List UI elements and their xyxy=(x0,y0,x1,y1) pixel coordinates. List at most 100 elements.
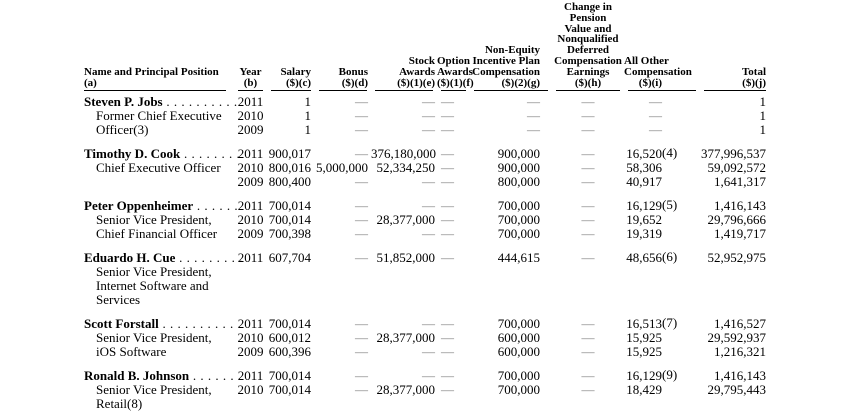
cell: — xyxy=(355,368,368,384)
col-header-pension: Change in Pension Value and Nonqualified… xyxy=(552,1,624,92)
executive-name: Peter Oppenheimer xyxy=(84,198,194,214)
dot-leader: . . . . . . . . . . . xyxy=(158,316,242,332)
cell: — xyxy=(441,382,454,398)
cell: 900,000 xyxy=(497,160,540,176)
position-cell: iOS Software xyxy=(84,345,234,359)
cell: 2009 xyxy=(237,226,264,242)
position-text: Retail(8) xyxy=(96,396,143,412)
cell: 29,796,666 xyxy=(707,212,767,228)
executive-name: Timothy D. Cook xyxy=(84,146,181,162)
executive-name-cell: Peter Oppenheimer . . . . . . xyxy=(84,189,238,214)
col-header-non-equity-label: Non-Equity Incentive Plan Compensation (… xyxy=(472,44,540,89)
cell: 700,000 xyxy=(497,382,540,398)
cell: — xyxy=(422,174,435,190)
cell xyxy=(234,293,267,307)
value-with-footnote: 16,129 (9) xyxy=(626,367,678,384)
cell: — xyxy=(422,122,435,138)
cell: — xyxy=(581,122,595,138)
cell: 16,129 (5) xyxy=(624,189,700,213)
cell: 18,429 xyxy=(626,382,662,398)
cell: 700,014 xyxy=(268,212,311,228)
cell xyxy=(267,397,315,411)
cell: 1,416,143 xyxy=(714,368,766,384)
table-row: 2009 800,400 — — — 800,000 — 40,917 1,641,317 xyxy=(84,175,770,189)
cell: 2010 xyxy=(237,160,264,176)
cell: — xyxy=(355,174,368,190)
dot-leader: . . . . . . . . . . xyxy=(162,94,238,110)
document-page: Name and Principal Position (a) Year (b)… xyxy=(84,1,770,411)
cell: 1 xyxy=(759,94,767,110)
cell: 1 xyxy=(759,122,767,138)
cell: — xyxy=(355,226,368,242)
col-header-option-awards-label: Option Awards ($)(1)(f) xyxy=(437,54,474,89)
col-header-stock-awards-label: Stock Awards ($)(1)(e) xyxy=(397,54,435,89)
col-header-option-awards: Option Awards ($)(1)(f) xyxy=(437,2,474,92)
table-row: Chief Financial Officer 2009 700,398 — — — 700… xyxy=(84,227,770,241)
col-header-stock-awards: Stock Awards ($)(1)(e) xyxy=(371,2,437,92)
cell: 600,000 xyxy=(497,330,540,346)
cell: — xyxy=(441,108,454,124)
cell: 376,180,000 xyxy=(371,146,436,162)
col-header-non-equity: Non-Equity Incentive Plan Compensation (… xyxy=(470,2,552,92)
cell: 2011 xyxy=(237,250,264,266)
cell xyxy=(552,279,624,293)
executive-name-cell: Timothy D. Cook . . . . . . . . xyxy=(84,137,240,162)
cell: — xyxy=(581,212,595,228)
cell: — xyxy=(441,122,454,138)
cell: — xyxy=(355,146,368,162)
cell xyxy=(234,265,267,279)
position-cell: Officer(3) xyxy=(84,123,234,137)
cell: 700,000 xyxy=(497,212,540,228)
col-header-all-other: All Other Compensation ($)(i) xyxy=(624,2,700,92)
position-cell: Internet Software and xyxy=(84,279,234,293)
cell: 2010 xyxy=(237,330,264,346)
position-text: Former Chief Executive xyxy=(96,108,222,124)
footnote-ref: (4) xyxy=(662,145,678,161)
cell: 2011 xyxy=(237,316,264,332)
executive-name: Eduardo H. Cue xyxy=(84,250,176,266)
col-header-bonus: Bonus ($)(d) xyxy=(315,2,371,92)
cell: 600,012 xyxy=(268,330,311,346)
col-header-all-other-label: All Other Compensation ($)(i) xyxy=(624,54,692,89)
cell: 19,652 xyxy=(626,212,662,228)
cell: 28,377,000 xyxy=(376,382,436,398)
cell xyxy=(234,397,267,411)
cell: — xyxy=(581,146,595,162)
cell: 700,014 xyxy=(268,198,311,214)
table-row: Internet Software and xyxy=(84,279,770,293)
cell xyxy=(315,397,371,411)
cell: 2010 xyxy=(237,382,264,398)
table-header: Name and Principal Position (a) Year (b)… xyxy=(84,1,770,92)
cell xyxy=(267,265,315,279)
cell xyxy=(624,397,700,411)
cell: 2009 xyxy=(237,174,264,190)
executive-name: Scott Forstall xyxy=(84,316,159,332)
cell: 2011 xyxy=(237,94,264,110)
table-row: Eduardo H. Cue . . . . . . . . . 2011 607,… xyxy=(84,241,770,265)
cell: — xyxy=(581,250,595,266)
cell: 51,852,000 xyxy=(376,250,436,266)
cell: — xyxy=(649,122,662,138)
cell xyxy=(315,265,371,279)
position-cell: Retail(8) xyxy=(84,397,234,411)
cell: 2010 xyxy=(237,212,264,228)
cell: — xyxy=(422,198,435,214)
cell xyxy=(437,279,470,293)
cell: 800,016 xyxy=(268,160,311,176)
table-row: Peter Oppenheimer . . . . . . 2011 700,014… xyxy=(84,189,770,213)
cell: — xyxy=(581,94,595,110)
col-header-year-label: Year (b) xyxy=(239,65,262,89)
executive-name-cell: Eduardo H. Cue . . . . . . . . . xyxy=(84,241,242,266)
cell xyxy=(700,279,770,293)
table-row: Senior Vice President, 2010 700,014 — 28,377… xyxy=(84,213,770,227)
cell: — xyxy=(441,174,454,190)
col-header-name: Name and Principal Position (a) xyxy=(84,2,234,92)
cell: 2009 xyxy=(237,344,264,360)
cell: 700,014 xyxy=(268,368,311,384)
dot-leader: . . . . . . . . . xyxy=(175,250,243,266)
cell: 700,000 xyxy=(497,226,540,242)
cell xyxy=(470,279,552,293)
footnote-ref: (7) xyxy=(662,315,678,331)
cell: — xyxy=(581,344,595,360)
cell: 52,952,975 xyxy=(707,250,767,266)
